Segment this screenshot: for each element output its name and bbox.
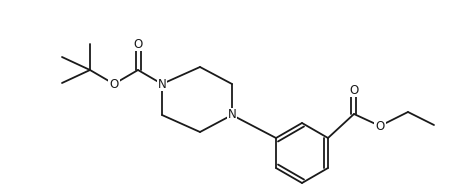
Text: O: O <box>376 120 385 133</box>
Text: N: N <box>228 108 236 121</box>
Text: O: O <box>109 77 119 90</box>
Text: O: O <box>349 83 359 96</box>
Text: N: N <box>158 77 166 90</box>
Text: O: O <box>133 37 142 50</box>
